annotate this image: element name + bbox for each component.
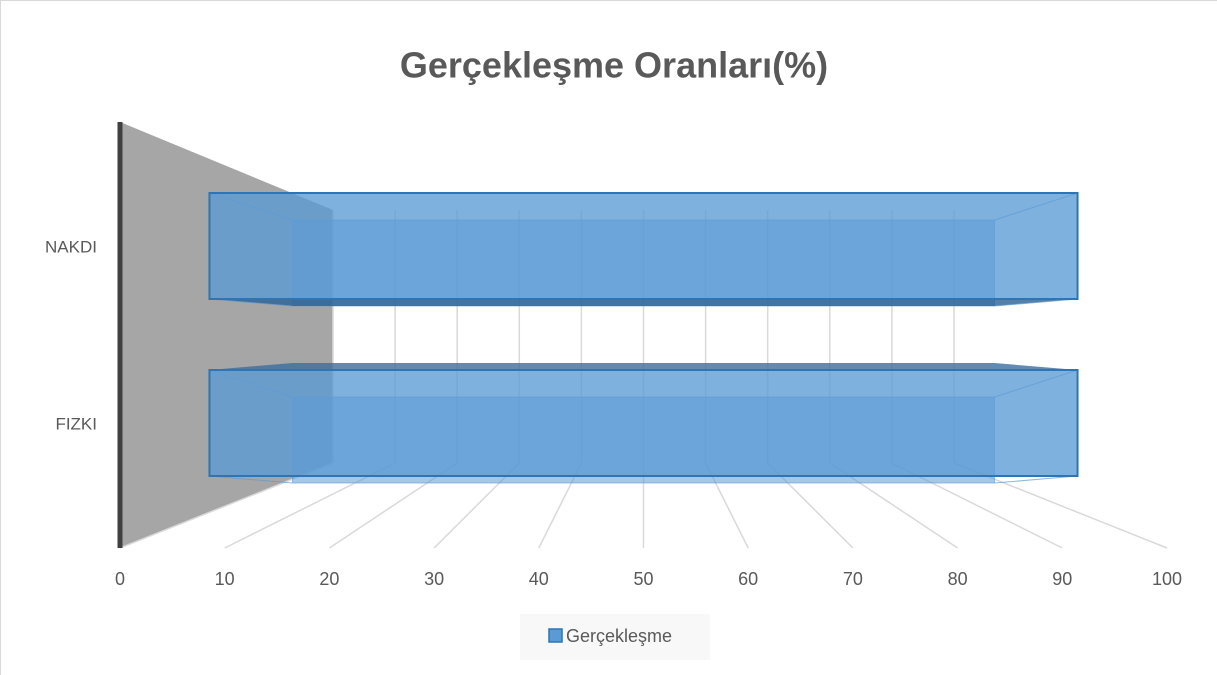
x-tick-label: 70 bbox=[843, 569, 863, 589]
bar-bottom bbox=[209, 299, 1078, 306]
x-tick-label: 30 bbox=[424, 569, 444, 589]
bar bbox=[208, 363, 1079, 484]
x-tick-label: 20 bbox=[319, 569, 339, 589]
bar-edge bbox=[994, 298, 1078, 307]
bar-front bbox=[208, 369, 1079, 477]
bar-front bbox=[208, 192, 1079, 300]
y-tick-label: NAKDI bbox=[45, 237, 97, 256]
x-tick-label: 80 bbox=[948, 569, 968, 589]
x-tick-label: 10 bbox=[215, 569, 235, 589]
bar bbox=[208, 192, 1079, 307]
bar-edge bbox=[994, 475, 1078, 484]
bar-edge bbox=[209, 475, 293, 484]
x-tick-label: 60 bbox=[738, 569, 758, 589]
x-tick-label: 50 bbox=[633, 569, 653, 589]
x-tick-label: 0 bbox=[115, 569, 125, 589]
x-tick-label: 100 bbox=[1152, 569, 1182, 589]
bar-top bbox=[209, 363, 1078, 370]
x-tick-label: 40 bbox=[529, 569, 549, 589]
legend-swatch bbox=[548, 628, 563, 643]
bar-edge bbox=[209, 298, 293, 307]
y-tick-label: FIZKI bbox=[55, 414, 97, 433]
legend-label: Gerçekleşme bbox=[566, 626, 672, 646]
x-tick-label: 90 bbox=[1052, 569, 1072, 589]
chart-title: Gerçekleşme Oranları(%) bbox=[400, 45, 828, 86]
